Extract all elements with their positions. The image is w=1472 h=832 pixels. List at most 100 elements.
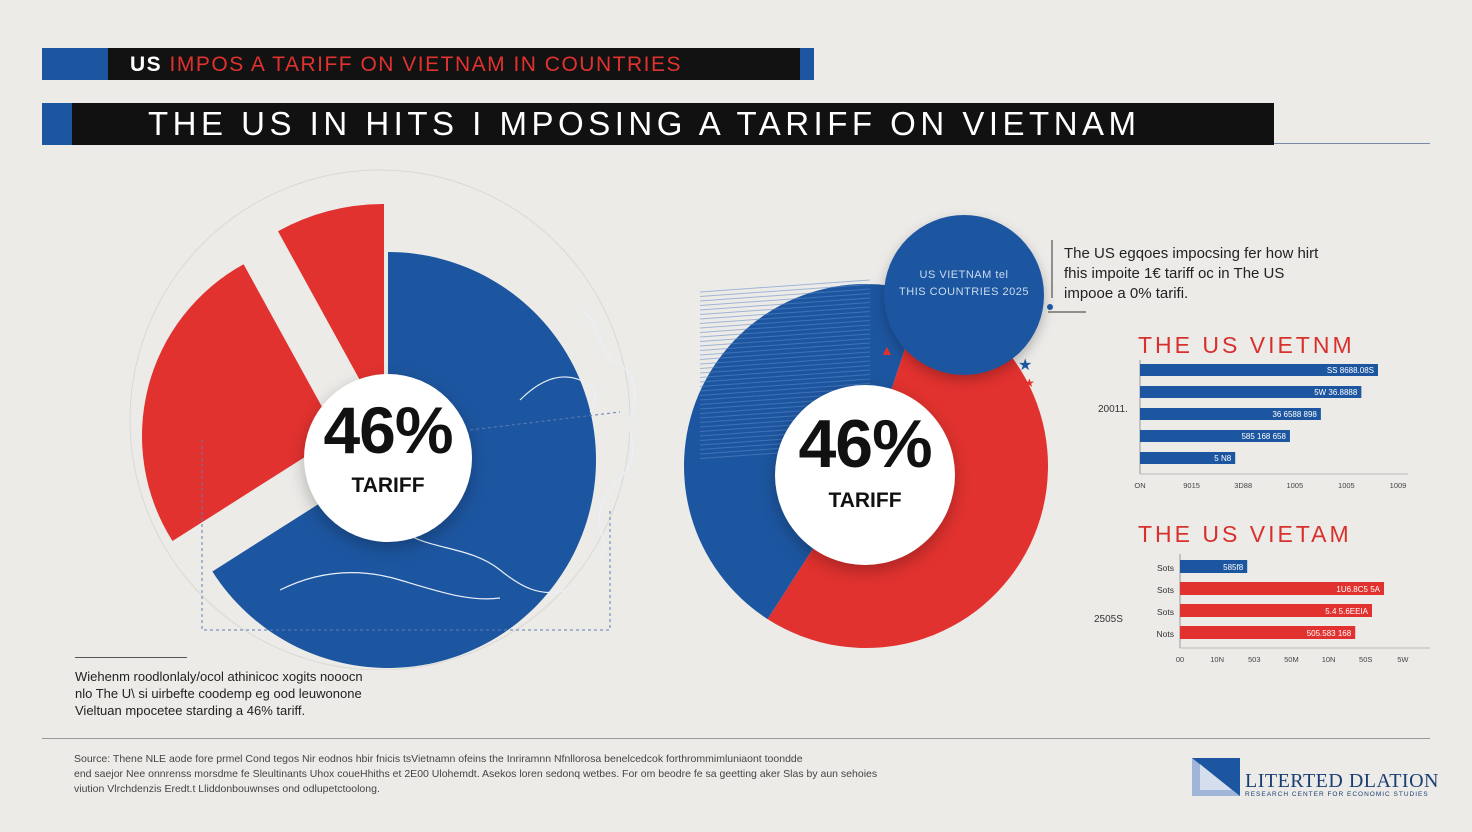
left-pie-value: 46% (323, 393, 453, 467)
x-tick-label: ON (1134, 481, 1145, 490)
top-banner: US IMPOS A TARIFF ON VIETNAM IN COUNTRIE… (42, 48, 814, 80)
texture-line (699, 302, 871, 315)
top-banner-text: US IMPOS A TARIFF ON VIETNAM IN COUNTRIE… (130, 53, 682, 77)
x-tick-label: 5W (1397, 655, 1409, 664)
texture-line (699, 288, 871, 302)
texture-line (699, 297, 871, 311)
banner-blue-block (42, 48, 108, 80)
bar-chart-1-ylabel: 20011. (1098, 404, 1128, 415)
bar-category-label: Sots (1157, 585, 1174, 595)
callout-text: The US egqoes impocsing fer how hirt fhi… (1064, 244, 1318, 304)
source-note: Source: Thene NLE aode fore prmel Cond t… (74, 752, 877, 797)
x-tick-label: 00 (1176, 655, 1184, 664)
left-pie-label: TARIFF (351, 474, 425, 497)
texture-line (699, 284, 871, 297)
texture-line (699, 356, 871, 369)
texture-line (699, 374, 871, 387)
texture-line (699, 320, 871, 333)
note-rule (75, 657, 187, 658)
note-line: Wiehenm roodlonlaly/ocol athinicoc xogit… (75, 669, 363, 684)
bar-value-label: 1U6.8C5 5A (1336, 585, 1380, 594)
right-pie-center: 46% TARIFF (775, 385, 955, 565)
star-icon: ★ (1018, 357, 1033, 374)
bar (1140, 386, 1362, 398)
note-line: Vieltuan mpocetee starding a 46% tariff. (75, 703, 306, 718)
pointer-icon: ▲ (880, 342, 894, 358)
banner-blue-end (800, 48, 814, 80)
texture-line (699, 315, 871, 329)
bar (1140, 430, 1290, 442)
x-tick-label: 1005 (1286, 481, 1303, 490)
texture-line (699, 342, 871, 356)
texture-line (699, 365, 871, 378)
callout-line: impooe a 0% tarifi. (1064, 285, 1189, 302)
x-tick-label: 9015 (1183, 481, 1200, 490)
bar (1180, 604, 1372, 617)
source-line: end saejor Nee onnrenss morsdme fe Sleul… (74, 768, 878, 780)
x-tick-label: 1009 (1390, 481, 1407, 490)
bar-chart-1: SS 8688.08S 5W 36.8888 36 6588 898 585 168 … (1134, 360, 1408, 490)
callout-line: The US egqoes impocsing fer how hirt (1064, 245, 1319, 262)
bar-value-label: 5W 36.8888 (1314, 388, 1358, 397)
bar (1180, 582, 1384, 595)
bar-category-label: Nots (1157, 629, 1174, 639)
bar-value-label: 585f8 (1223, 563, 1244, 572)
source-line: Source: Thene NLE aode fore prmel Cond t… (74, 753, 803, 765)
texture-line (699, 378, 871, 392)
texture-line (699, 293, 871, 306)
callout-line: fhis impoite 1€ tariff oc in The US (1064, 265, 1285, 282)
callout-bracket (1047, 240, 1086, 313)
texture-line (699, 333, 871, 347)
x-tick-label: 503 (1248, 655, 1261, 664)
texture-line (699, 311, 871, 324)
right-pie-bubble: US VIETNAM tel THIS COUNTRIES 2025 (884, 215, 1044, 375)
texture-line (699, 338, 871, 351)
bar-value-label: SS 8688.08S (1327, 366, 1374, 375)
bubble-line-1: US VIETNAM tel (919, 269, 1009, 281)
bar (1140, 408, 1321, 420)
bar-chart-2: 585f8 Sots 1U6.8C5 5A Sots 5.4 5.6EEIA Sots 50… (1157, 554, 1430, 664)
bar (1180, 626, 1356, 639)
left-note: Wiehenm roodlonlaly/ocol athinicoc xogit… (75, 668, 363, 719)
logo-tagline: RESEARCH CENTER FOR ECONOMIC STUDIES (1245, 791, 1429, 798)
texture-line (699, 383, 871, 396)
x-tick-label: 50M (1284, 655, 1299, 664)
bar-category-label: Sots (1157, 563, 1174, 573)
bar-value-label: 505.583 168 (1307, 629, 1352, 638)
main-title-banner: THE US IN HITS I MPOSING A TARIFF ON VIE… (42, 103, 1274, 145)
right-pie-value: 46% (798, 406, 932, 482)
bar-value-label: 36 6588 898 (1272, 410, 1317, 419)
bar-chart-2-title: THE US VIETAM (1138, 521, 1352, 547)
blue-slice-texture (699, 279, 871, 459)
header-rule (1274, 143, 1430, 144)
texture-line (699, 369, 871, 383)
top-banner-prefix: US (130, 53, 163, 76)
top-banner-headline: IMPOS A TARIFF ON VIETNAM IN COUNTRIES (169, 53, 682, 76)
x-tick-label: 50S (1359, 655, 1372, 664)
main-title: THE US IN HITS I MPOSING A TARIFF ON VIE… (148, 105, 1141, 142)
vietnam-map-outline (279, 309, 636, 600)
source-line: viution Vlrchdenzis Eredt.t Lliddonbouwn… (74, 783, 380, 795)
bar (1140, 452, 1236, 464)
texture-line (699, 279, 871, 293)
bar-value-label: 5 N8 (1214, 454, 1231, 463)
x-tick-label: 10N (1210, 655, 1224, 664)
left-pie-slice-other (278, 204, 384, 424)
texture-line (699, 306, 871, 320)
bar (1140, 364, 1378, 376)
texture-line (699, 324, 871, 338)
x-tick-label: 10N (1322, 655, 1336, 664)
bar-value-label: 5.4 5.6EEIA (1325, 607, 1368, 616)
texture-line (699, 347, 871, 360)
texture-line (699, 329, 871, 342)
right-pie-label: TARIFF (828, 489, 902, 512)
note-line: nlo The U\ si uirbefte coodemp eg ood le… (75, 686, 362, 701)
bubble-line-2: THIS COUNTRIES 2025 (899, 286, 1029, 298)
map-guide-lines (201, 411, 621, 631)
star-small-icon: ★ (1024, 376, 1035, 390)
bar (1180, 560, 1248, 573)
bar-chart-2-ylabel: 2505S (1094, 614, 1123, 625)
texture-line (699, 360, 871, 374)
left-pie-center: 46% TARIFF (304, 374, 472, 542)
title-blue-block (42, 103, 72, 145)
